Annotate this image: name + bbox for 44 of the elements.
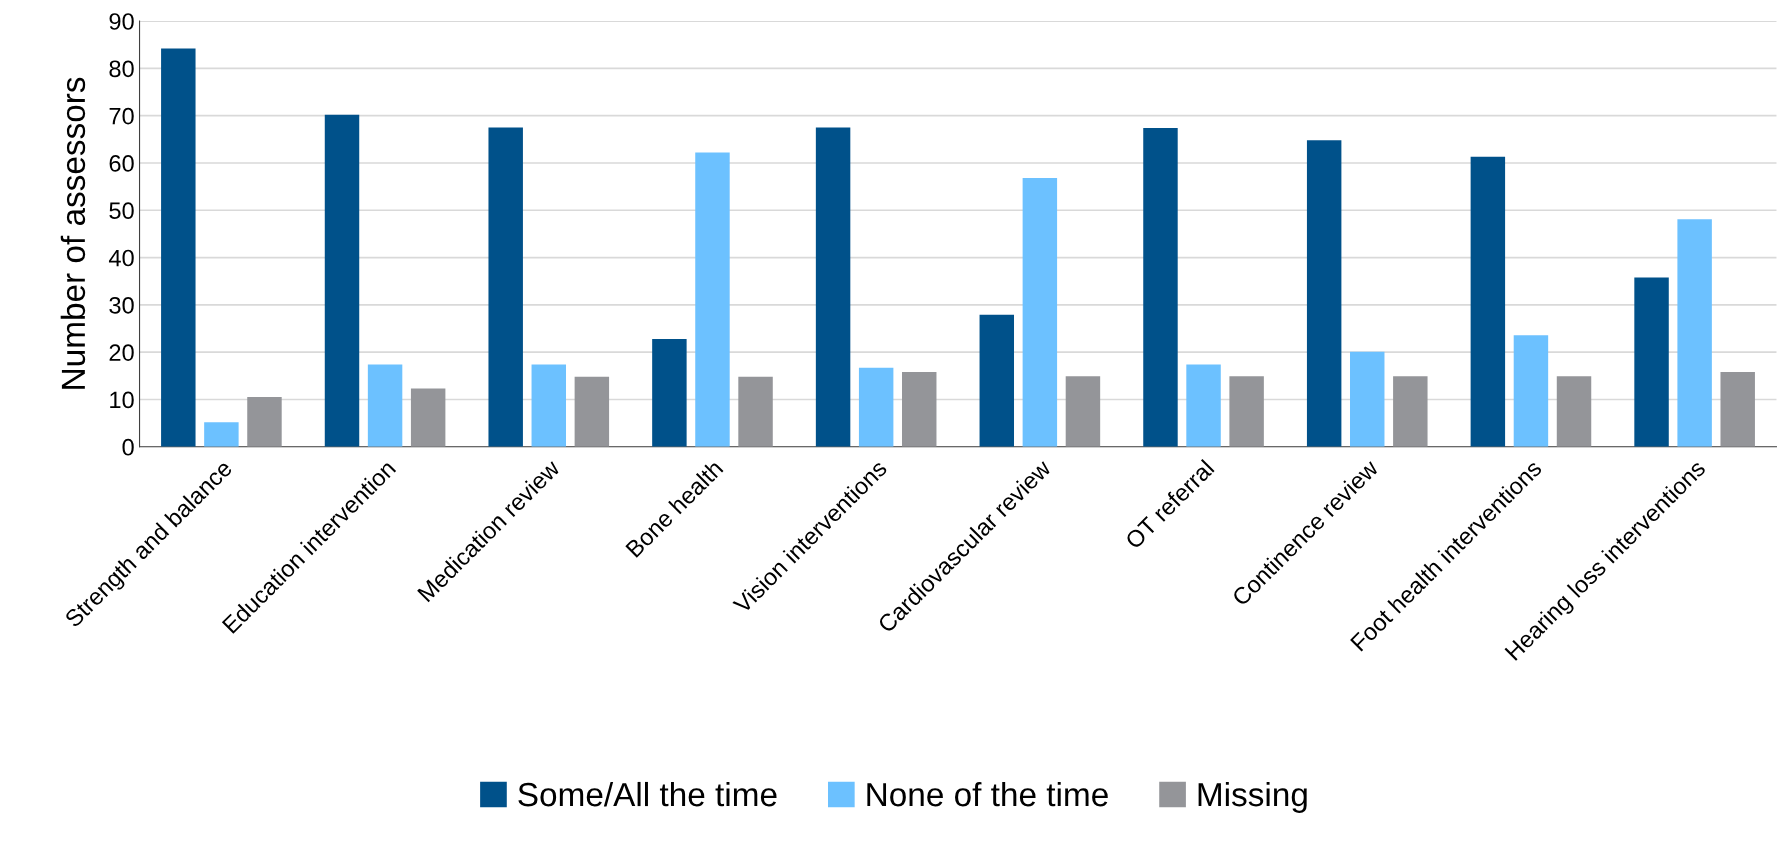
y-tick-label: 60 — [109, 155, 134, 172]
y-axis-title: Number of assessors — [60, 77, 86, 389]
bar — [367, 364, 403, 447]
bar — [1677, 219, 1712, 447]
y-tick-label: 80 — [109, 60, 134, 78]
bar — [531, 364, 567, 447]
bar — [1513, 335, 1549, 447]
bar — [1065, 376, 1101, 447]
bar — [324, 114, 360, 447]
bar — [204, 422, 239, 447]
bar — [1470, 156, 1506, 447]
y-tick-label: 90 — [109, 13, 134, 30]
y-tick-label: 30 — [109, 296, 134, 314]
bar — [488, 127, 523, 447]
bar — [574, 376, 610, 447]
bar — [1186, 364, 1221, 447]
bar — [1350, 351, 1385, 447]
y-tick-label: 10 — [110, 391, 134, 409]
y-tick-label: 50 — [109, 202, 134, 220]
y-tick-label: 70 — [109, 107, 134, 125]
bar — [161, 48, 196, 447]
legend-label: Some/All the time — [518, 781, 777, 807]
bar — [815, 127, 851, 447]
bar — [738, 376, 773, 447]
legend-label: None of the time — [867, 781, 1108, 807]
bar — [1022, 178, 1058, 447]
bar — [1556, 376, 1592, 447]
bar — [1393, 376, 1428, 447]
y-tick-label: 40 — [108, 249, 134, 267]
y-tick-label: 0 — [122, 438, 134, 456]
bar — [902, 372, 937, 447]
bar — [979, 314, 1015, 447]
bar — [695, 152, 730, 447]
bar — [1720, 372, 1755, 447]
bar — [410, 388, 446, 447]
bar — [652, 338, 687, 447]
bar — [1229, 376, 1264, 447]
bar — [247, 397, 282, 447]
bar — [1143, 127, 1178, 447]
legend-label: Missing — [1198, 781, 1307, 813]
y-tick-label: 20 — [109, 344, 134, 361]
bar — [1634, 277, 1669, 447]
bar — [858, 367, 894, 447]
bar — [1306, 140, 1342, 447]
